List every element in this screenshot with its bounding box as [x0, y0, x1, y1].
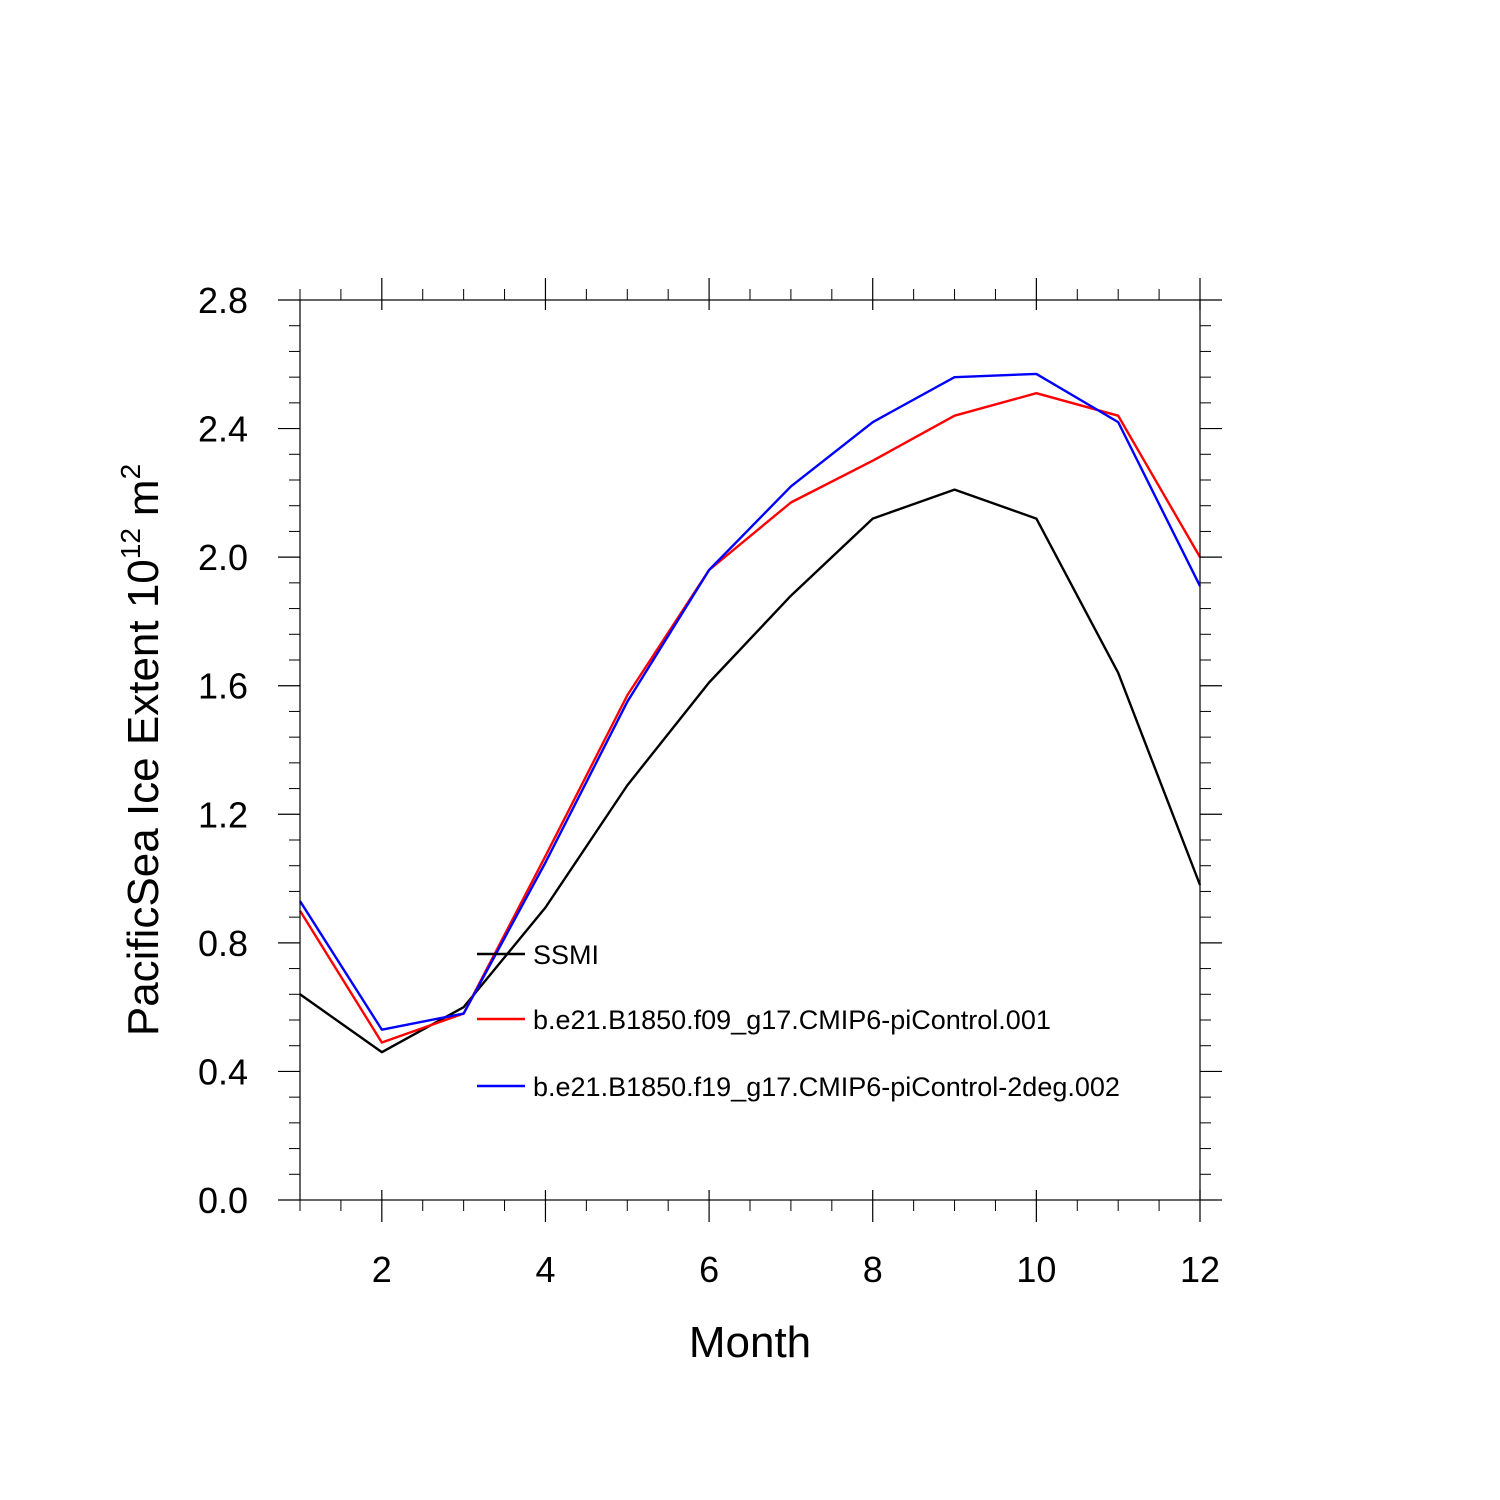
series-lines: [298, 372, 1202, 1054]
x-tick-label: 10: [1016, 1249, 1056, 1290]
y-tick-label: 1.2: [198, 794, 248, 835]
legend-label-2: b.e21.B1850.f09_g17.CMIP6-piControl.001: [533, 1005, 1051, 1035]
plot-frame: [299, 299, 1201, 1201]
legend-label-3: b.e21.B1850.f19_g17.CMIP6-piControl-2deg…: [533, 1072, 1120, 1102]
series-line-2: [298, 392, 1202, 1044]
x-tick-label: 2: [372, 1249, 392, 1290]
legend-label-1: SSMI: [533, 940, 599, 970]
y-axis-label-unit-exponent: 2: [115, 464, 146, 480]
y-axis-label-main: PacificSea Ice Extent 10: [119, 559, 168, 1036]
tick-labels: 2 4 6 8 10 12 0.0 0.4 0.8 1.2 1.6 2.0 2.4 2.8: [198, 280, 1220, 1290]
series-line-3: [298, 372, 1202, 1031]
y-tick-label: 2.0: [198, 537, 248, 578]
y-tick-label: 1.6: [198, 666, 248, 707]
x-tick-label: 12: [1180, 1249, 1220, 1290]
x-tick-label: 8: [863, 1249, 883, 1290]
y-axis-label: PacificSea Ice Extent 1012 m2: [115, 464, 168, 1036]
x-axis-label: Month: [689, 1318, 811, 1367]
y-axis-label-exponent: 12: [115, 528, 146, 559]
y-tick-label: 2.4: [198, 409, 248, 450]
x-tick-label: 4: [535, 1249, 555, 1290]
series-line-1: [299, 488, 1202, 1054]
y-axis-label-unit: m: [119, 479, 168, 516]
x-tick-label: 6: [699, 1249, 719, 1290]
axis-ticks: [278, 278, 1222, 1222]
y-tick-label: 0.0: [198, 1180, 248, 1221]
y-tick-label: 2.8: [198, 280, 248, 321]
legend: SSMI b.e21.B1850.f09_g17.CMIP6-piControl.…: [477, 940, 1120, 1102]
y-tick-label: 0.8: [198, 923, 248, 964]
y-tick-label: 0.4: [198, 1051, 248, 1092]
